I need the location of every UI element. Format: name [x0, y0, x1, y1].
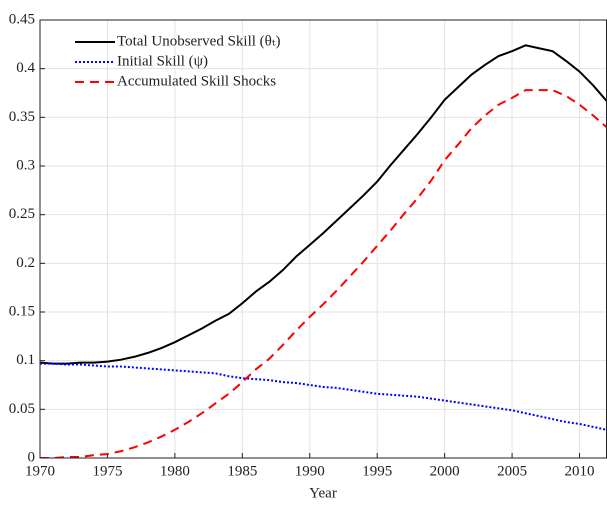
legend-label: Initial Skill (ψ)	[117, 53, 208, 69]
x-tick-label: 2000	[430, 463, 460, 479]
x-tick-label: 1995	[362, 463, 392, 479]
x-tick-label: 1980	[160, 463, 190, 479]
y-tick-label: 0.25	[9, 206, 35, 222]
series-line	[40, 362, 607, 431]
series-line	[40, 89, 607, 458]
plot-lines	[40, 44, 607, 458]
legend-label: Accumulated Skill Shocks	[117, 73, 276, 89]
x-tick-label: 1990	[295, 463, 325, 479]
series-line	[40, 44, 607, 365]
legend-label: Total Unobserved Skill (θₜ)	[117, 33, 281, 49]
y-tick-label: 0	[28, 449, 36, 465]
x-tick-label: 1975	[92, 463, 122, 479]
y-tick-label: 0.05	[9, 401, 35, 417]
x-tick-label: 2005	[497, 463, 527, 479]
y-tick-label: 0.45	[9, 11, 35, 27]
x-tick-label: 1970	[25, 463, 55, 479]
y-tick-label: 0.4	[16, 60, 35, 76]
x-tick-label: 1985	[227, 463, 257, 479]
x-axis-label: Year	[309, 485, 337, 501]
y-tick-label: 0.1	[16, 352, 35, 368]
y-tick-label: 0.35	[9, 109, 35, 125]
y-tick-label: 0.3	[16, 157, 35, 173]
y-tick-label: 0.15	[9, 303, 35, 319]
y-tick-label: 0.2	[16, 255, 35, 271]
x-tick-label: 2010	[565, 463, 595, 479]
